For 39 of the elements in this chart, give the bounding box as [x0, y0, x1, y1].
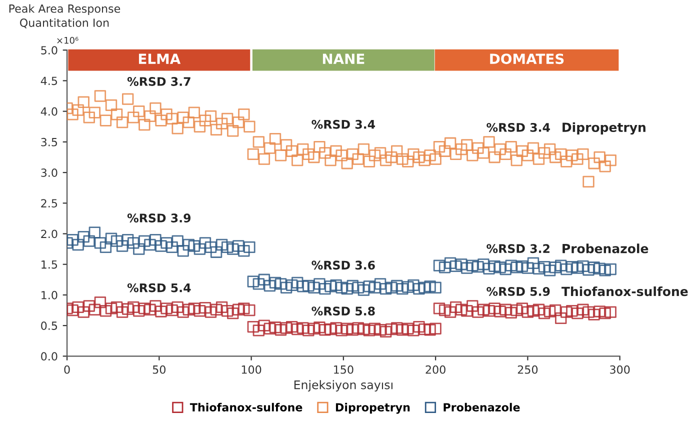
annotation: %RSD 3.9: [127, 214, 191, 222]
y-tick-label: 4.0: [40, 107, 58, 116]
x-tick-label: 50: [152, 365, 166, 374]
x-tick-label: 250: [518, 365, 538, 374]
annotation: %RSD 3.2: [486, 244, 550, 254]
y-tick-label: 0.0: [41, 352, 58, 361]
text: ×10⁶: [57, 36, 78, 44]
x-tick-label: 100: [242, 365, 262, 374]
x-tick-label: 200: [426, 365, 446, 374]
y-tick-label: 5.0: [41, 46, 58, 54]
x-tick-label: 300: [610, 365, 630, 374]
annotation: %RSD 3.7: [127, 77, 190, 86]
y-tick-label: 3.5: [41, 138, 58, 146]
annotation: %RSD 5.4: [127, 283, 191, 292]
text: Thiofanox-sulfone: [561, 286, 688, 296]
y-tick-label: 2.5: [41, 199, 58, 208]
band-label: ELMA: [138, 54, 181, 64]
text: Probenazole: [562, 244, 648, 254]
annotation: %RSD 5.9: [486, 287, 550, 296]
y-tick-label: 2.0: [41, 230, 58, 238]
band-label: DOMATES: [490, 54, 564, 64]
annotation: %RSD 3.4: [312, 120, 376, 129]
y-tick-label: 1.0: [42, 290, 58, 300]
annotation: %RSD 3.6: [312, 260, 375, 270]
legend-label: Thiofanox-sulfone: [190, 402, 302, 412]
y-tick-label: 3.0: [41, 168, 58, 177]
legend-label: Dipropetryn: [336, 402, 410, 414]
annotation: %RSD 3.4: [486, 122, 550, 132]
y-axis-title: Peak Area Response Quantitation Ion: [9, 4, 120, 28]
x-axis-title: Enjeksiyon sayısı: [294, 380, 392, 392]
x-tick-label: 150: [334, 365, 354, 374]
annotation: %RSD 5.8: [312, 306, 375, 316]
y-tick-label: 4.5: [40, 76, 58, 86]
y-tick-label: 1.5: [42, 260, 58, 269]
legend-label: Probenazole: [444, 402, 520, 412]
text: Dipropetryn: [562, 122, 646, 135]
band-label: NANE: [322, 54, 364, 64]
y-tick-label: 0.5: [41, 322, 58, 330]
x-tick-label: 0: [64, 365, 70, 374]
